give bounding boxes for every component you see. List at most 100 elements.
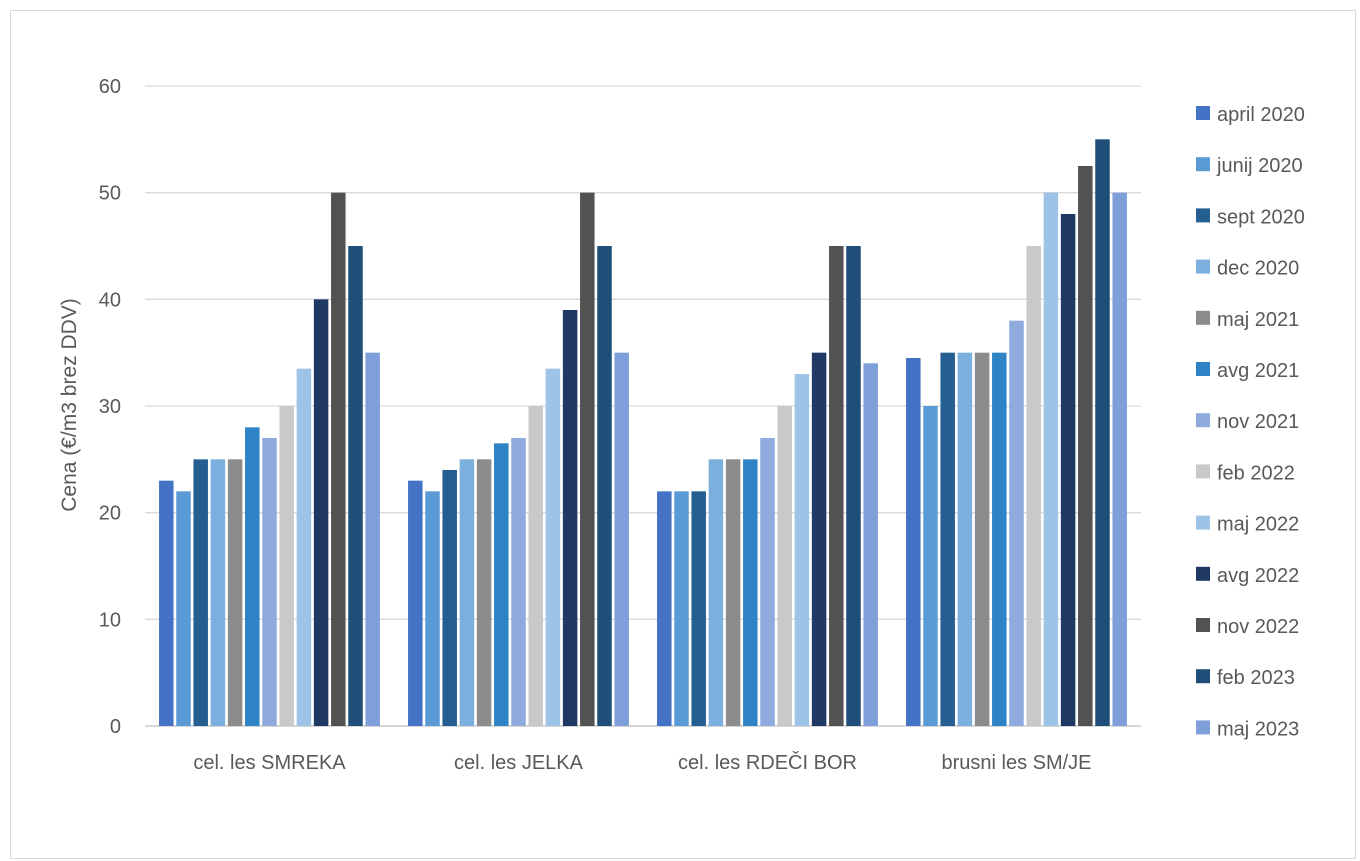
bar bbox=[657, 491, 672, 726]
bar bbox=[262, 438, 277, 726]
legend-label: sept 2020 bbox=[1217, 206, 1305, 228]
bar bbox=[193, 459, 208, 726]
legend-item: avg 2021 bbox=[1196, 360, 1299, 382]
bar bbox=[846, 246, 861, 726]
bar bbox=[1095, 139, 1110, 727]
legend-label: maj 2023 bbox=[1217, 718, 1299, 740]
bar bbox=[992, 352, 1007, 726]
bar bbox=[425, 491, 440, 726]
x-tick-label: cel. les JELKA bbox=[454, 752, 584, 774]
y-tick-label: 20 bbox=[99, 503, 121, 525]
legend-label: feb 2023 bbox=[1217, 667, 1295, 689]
bars bbox=[159, 139, 1127, 727]
bar bbox=[863, 363, 878, 726]
bar bbox=[674, 491, 689, 726]
legend-swatch bbox=[1196, 618, 1210, 632]
legend-label: junij 2020 bbox=[1216, 155, 1303, 177]
bar bbox=[365, 352, 380, 726]
x-axis-ticks: cel. les SMREKA cel. les JELKA cel. les RD… bbox=[193, 751, 1091, 774]
legend-label: dec 2020 bbox=[1217, 258, 1299, 280]
bar bbox=[296, 368, 312, 726]
bar bbox=[811, 352, 827, 726]
bar bbox=[580, 192, 595, 726]
legend-swatch bbox=[1196, 720, 1210, 735]
y-tick-label: 40 bbox=[99, 289, 121, 311]
legend-label: maj 2021 bbox=[1217, 309, 1299, 331]
legend-item: maj 2023 bbox=[1196, 718, 1299, 740]
bar bbox=[331, 192, 346, 726]
bar bbox=[528, 406, 543, 726]
bar bbox=[777, 406, 792, 726]
x-tick-label: cel. les RDEČI BOR bbox=[678, 751, 857, 774]
bar bbox=[545, 368, 561, 726]
bar bbox=[974, 352, 990, 726]
bar bbox=[408, 480, 423, 726]
legend-item: avg 2022 bbox=[1196, 565, 1299, 587]
legend-item: maj 2021 bbox=[1196, 309, 1299, 331]
bar bbox=[1078, 166, 1093, 726]
legend-swatch bbox=[1196, 566, 1210, 581]
bar bbox=[562, 310, 578, 726]
legend-label: maj 2022 bbox=[1217, 514, 1299, 536]
legend-swatch bbox=[1196, 669, 1210, 684]
y-tick-label: 10 bbox=[99, 609, 121, 631]
legend-item: nov 2021 bbox=[1196, 411, 1299, 433]
legend-item: junij 2020 bbox=[1196, 155, 1303, 177]
legend-swatch bbox=[1196, 259, 1210, 274]
y-tick-label: 50 bbox=[99, 183, 121, 205]
bar bbox=[614, 352, 629, 726]
bar bbox=[442, 470, 457, 726]
legend-swatch bbox=[1196, 106, 1210, 120]
legend-swatch bbox=[1196, 464, 1210, 479]
gridlines bbox=[145, 85, 1141, 727]
bar bbox=[923, 406, 938, 726]
legend-item: nov 2022 bbox=[1196, 616, 1299, 638]
legend-item: maj 2022 bbox=[1196, 514, 1299, 536]
bar bbox=[511, 438, 526, 726]
legend-swatch bbox=[1196, 157, 1210, 172]
legend-swatch bbox=[1196, 310, 1210, 325]
bar bbox=[760, 438, 775, 726]
bar bbox=[1060, 214, 1076, 726]
bar bbox=[210, 459, 226, 726]
bar bbox=[1026, 246, 1041, 726]
legend-item: feb 2023 bbox=[1196, 667, 1295, 689]
legend-item: feb 2022 bbox=[1196, 462, 1295, 484]
y-tick-label: 30 bbox=[99, 396, 121, 418]
y-axis-ticks: 0 10 20 30 40 50 60 bbox=[99, 76, 121, 738]
bar bbox=[829, 246, 844, 726]
x-tick-label: brusni les SM/JE bbox=[941, 752, 1091, 774]
legend-label: april 2020 bbox=[1217, 104, 1305, 126]
bar bbox=[1009, 320, 1024, 726]
legend-swatch bbox=[1196, 515, 1210, 530]
legend-label: avg 2022 bbox=[1217, 565, 1299, 587]
bar bbox=[1112, 192, 1127, 726]
bar bbox=[494, 443, 509, 726]
legend: april 2020 junij 2020 sept 2020 dec 2020 maj… bbox=[1196, 104, 1305, 740]
legend-item: sept 2020 bbox=[1196, 206, 1305, 228]
bar bbox=[940, 352, 955, 726]
legend-item: april 2020 bbox=[1196, 104, 1305, 126]
bar bbox=[348, 246, 363, 726]
bar bbox=[245, 427, 260, 726]
legend-item: dec 2020 bbox=[1196, 258, 1299, 280]
y-tick-label: 0 bbox=[110, 716, 121, 738]
bar bbox=[957, 352, 973, 726]
bar bbox=[313, 299, 329, 726]
legend-label: nov 2021 bbox=[1217, 411, 1299, 433]
bar bbox=[906, 358, 921, 726]
bar bbox=[279, 406, 294, 726]
bar bbox=[459, 459, 475, 726]
bar bbox=[1043, 192, 1059, 726]
bar bbox=[794, 374, 810, 726]
x-tick-label: cel. les SMREKA bbox=[193, 752, 346, 774]
bar bbox=[176, 491, 191, 726]
legend-swatch bbox=[1196, 208, 1210, 223]
bar bbox=[227, 459, 243, 726]
bar bbox=[159, 480, 174, 726]
legend-swatch bbox=[1196, 413, 1210, 428]
bar bbox=[725, 459, 741, 726]
bar bbox=[476, 459, 492, 726]
legend-label: feb 2022 bbox=[1217, 462, 1295, 484]
